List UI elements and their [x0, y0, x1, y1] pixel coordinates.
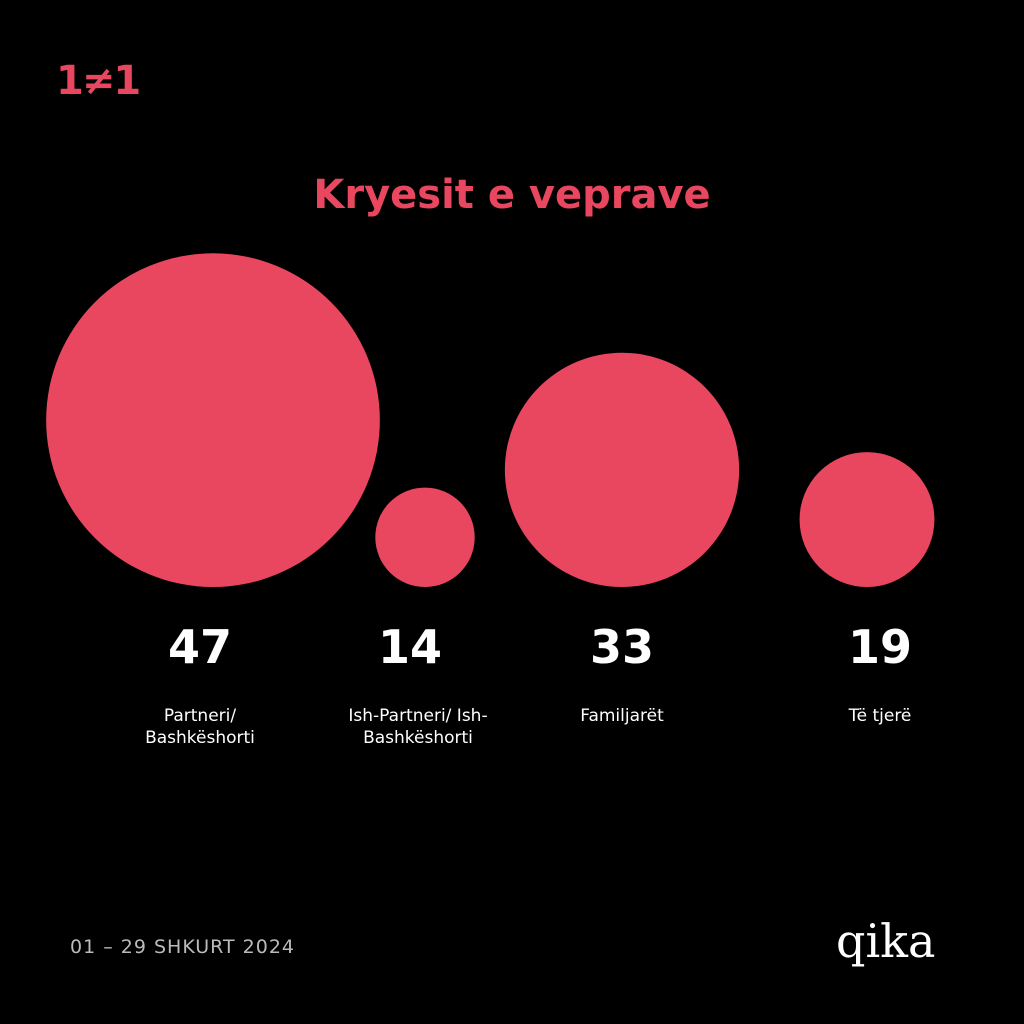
category-label: Të tjerë [848, 706, 912, 726]
category-label: Familjarët [580, 706, 664, 726]
logo: 1≠1 [56, 58, 141, 104]
category-label: Partneri/ Bashkëshorti [145, 706, 255, 748]
value-label: 19 [847, 620, 912, 674]
category-label: Ish-Partneri/ Ish-Bashkëshorti [348, 706, 488, 748]
chart-title: Kryesit e veprave [313, 172, 711, 218]
bubble [375, 487, 475, 587]
value-label: 47 [167, 620, 232, 674]
footer-date: 01 – 29 SHKURT 2024 [70, 936, 295, 958]
bubble [799, 452, 935, 587]
value-label: 33 [589, 620, 654, 674]
bubble [46, 253, 380, 587]
value-label: 14 [377, 620, 442, 674]
brand-logo: qika [836, 914, 936, 968]
bubble [504, 352, 740, 587]
